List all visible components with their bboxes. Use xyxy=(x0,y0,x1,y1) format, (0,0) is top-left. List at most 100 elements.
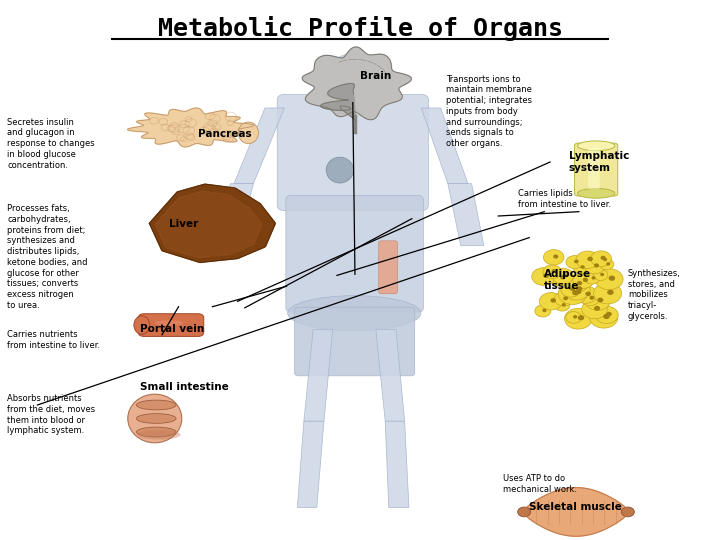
Polygon shape xyxy=(385,421,409,508)
Text: Carries lipids
from intestine to liver.: Carries lipids from intestine to liver. xyxy=(518,189,611,209)
Ellipse shape xyxy=(288,296,421,330)
Circle shape xyxy=(595,264,598,267)
Polygon shape xyxy=(234,108,284,184)
FancyBboxPatch shape xyxy=(286,195,423,312)
Circle shape xyxy=(561,276,564,279)
Circle shape xyxy=(554,300,570,311)
Circle shape xyxy=(566,312,582,323)
FancyBboxPatch shape xyxy=(575,143,618,196)
Circle shape xyxy=(573,273,594,288)
Circle shape xyxy=(607,263,609,265)
Circle shape xyxy=(590,307,618,328)
Circle shape xyxy=(580,291,600,306)
Circle shape xyxy=(566,255,583,268)
Text: Carries nutrients
from intestine to liver.: Carries nutrients from intestine to live… xyxy=(7,330,100,350)
Text: Secretes insulin
and glucagon in
response to changes
in blood glucose
concentrat: Secretes insulin and glucagon in respons… xyxy=(7,118,95,170)
Circle shape xyxy=(573,291,578,295)
Circle shape xyxy=(590,251,611,266)
Circle shape xyxy=(552,270,556,272)
Text: Portal vein: Portal vein xyxy=(140,324,204,334)
Circle shape xyxy=(588,258,592,260)
Circle shape xyxy=(544,249,564,265)
Text: Skeletal muscle: Skeletal muscle xyxy=(529,502,622,512)
Ellipse shape xyxy=(137,400,176,410)
Circle shape xyxy=(581,266,584,268)
Circle shape xyxy=(575,260,578,262)
Polygon shape xyxy=(320,84,356,120)
Circle shape xyxy=(576,251,600,268)
Ellipse shape xyxy=(155,320,184,326)
Circle shape xyxy=(575,274,593,288)
Circle shape xyxy=(600,259,614,270)
Polygon shape xyxy=(155,191,262,258)
Circle shape xyxy=(562,304,565,306)
Circle shape xyxy=(585,273,600,284)
Circle shape xyxy=(586,292,590,295)
Circle shape xyxy=(585,292,611,310)
Circle shape xyxy=(558,283,587,305)
Circle shape xyxy=(590,296,594,299)
Circle shape xyxy=(564,297,567,300)
Circle shape xyxy=(574,316,577,318)
Text: Absorbs nutrients
from the diet, moves
them into blood or
lymphatic system.: Absorbs nutrients from the diet, moves t… xyxy=(7,394,95,435)
Circle shape xyxy=(550,270,572,286)
Ellipse shape xyxy=(621,507,634,517)
Circle shape xyxy=(601,256,605,259)
Ellipse shape xyxy=(137,427,176,437)
Text: Pancreas: Pancreas xyxy=(198,129,251,139)
Circle shape xyxy=(543,309,546,312)
Circle shape xyxy=(585,259,605,274)
Circle shape xyxy=(561,282,580,297)
Polygon shape xyxy=(376,329,405,421)
Circle shape xyxy=(539,293,562,310)
Circle shape xyxy=(596,255,611,266)
Circle shape xyxy=(584,279,588,281)
Circle shape xyxy=(570,287,585,299)
Circle shape xyxy=(600,274,603,275)
Ellipse shape xyxy=(238,122,258,144)
Text: Adipose
tissue: Adipose tissue xyxy=(544,269,590,291)
Ellipse shape xyxy=(138,430,181,440)
Circle shape xyxy=(607,313,611,315)
Circle shape xyxy=(595,307,599,310)
Circle shape xyxy=(593,283,621,304)
Ellipse shape xyxy=(326,157,354,183)
Polygon shape xyxy=(127,108,254,147)
Circle shape xyxy=(554,292,573,306)
FancyBboxPatch shape xyxy=(338,82,367,105)
Polygon shape xyxy=(150,184,275,262)
Circle shape xyxy=(567,276,588,292)
Circle shape xyxy=(563,280,590,300)
Circle shape xyxy=(543,265,561,279)
Circle shape xyxy=(604,315,609,319)
Polygon shape xyxy=(524,488,628,536)
FancyBboxPatch shape xyxy=(294,307,415,376)
Circle shape xyxy=(579,316,584,320)
Ellipse shape xyxy=(137,414,176,423)
Circle shape xyxy=(577,282,582,285)
Circle shape xyxy=(608,291,613,294)
Circle shape xyxy=(593,277,595,279)
Circle shape xyxy=(604,259,606,260)
Circle shape xyxy=(563,274,567,277)
Circle shape xyxy=(532,268,555,286)
Circle shape xyxy=(595,306,618,323)
Polygon shape xyxy=(302,47,411,120)
Text: Lymphatic
system: Lymphatic system xyxy=(569,151,629,173)
Text: Processes fats,
carbohydrates,
proteins from diet;
synthesizes and
distributes l: Processes fats, carbohydrates, proteins … xyxy=(7,204,88,310)
Text: Metabolic Profile of Organs: Metabolic Profile of Organs xyxy=(158,16,562,41)
Circle shape xyxy=(583,279,588,281)
Ellipse shape xyxy=(128,394,181,443)
Circle shape xyxy=(571,288,575,291)
Polygon shape xyxy=(304,329,333,421)
Circle shape xyxy=(535,305,551,317)
Circle shape xyxy=(609,276,614,280)
Ellipse shape xyxy=(577,188,615,198)
Text: Brain: Brain xyxy=(360,71,391,82)
Circle shape xyxy=(564,308,592,329)
Circle shape xyxy=(551,299,555,302)
Ellipse shape xyxy=(327,54,379,100)
Polygon shape xyxy=(297,421,324,508)
Circle shape xyxy=(573,261,589,274)
Circle shape xyxy=(544,274,548,277)
